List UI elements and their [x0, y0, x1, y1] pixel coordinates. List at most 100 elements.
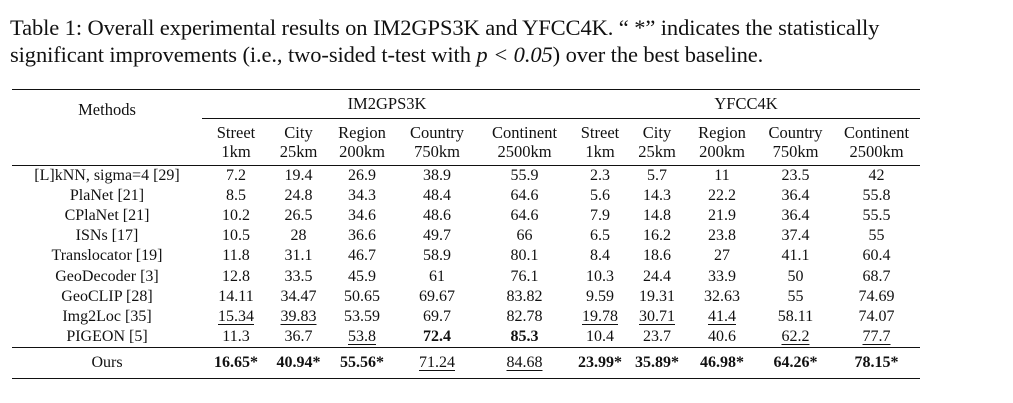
table-row: PlaNet [21] 8.5 24.8 34.3 48.4 64.6 5.6 14.3 22.… — [12, 186, 920, 206]
table-cell: 33.9 — [686, 266, 758, 286]
table-cell: 50.65 — [327, 287, 397, 307]
caption-line-2-start: significant improvements (i.e., two-side… — [10, 42, 477, 67]
cell-value: 9.59 — [586, 287, 614, 305]
column-header: City 25km — [270, 119, 327, 166]
cell-value: 30.71 — [639, 307, 675, 325]
cell-value: 31.1 — [284, 247, 313, 265]
cell-value: 11.3 — [222, 327, 250, 345]
caption-line-1: Table 1: Overall experimental results on… — [10, 15, 880, 40]
cell-value: 2.3 — [590, 167, 610, 185]
table-cell: 50 — [758, 266, 833, 286]
cell-value: 55.9 — [510, 167, 539, 185]
cell-value: 85.3 — [510, 327, 539, 345]
table-cell: 64.6 — [477, 206, 572, 226]
table-row: GeoCLIP [28] 14.11 34.47 50.65 69.67 83.82 9.5… — [12, 287, 920, 307]
cell-value: 40.6 — [708, 327, 736, 345]
cell-value: 19.31 — [639, 287, 675, 305]
table-cell: 34.6 — [327, 206, 397, 226]
cell-value: 76.1 — [510, 267, 539, 285]
cell-value: 36.6 — [348, 227, 376, 245]
cell-value: 68.7 — [862, 267, 891, 285]
cell-value: 26.5 — [284, 207, 313, 225]
cell-value: 38.9 — [423, 167, 451, 185]
column-name: Continent — [843, 123, 910, 142]
table-cell: 46.98* — [686, 346, 758, 379]
table-cell: 72.4 — [397, 327, 477, 348]
cell-value: 33.5 — [284, 267, 313, 285]
method-name: CPlaNet [21] — [64, 207, 150, 225]
cell-value: 64.6 — [510, 207, 539, 225]
table-cell: 10.5 — [202, 226, 270, 246]
table-cell: 11 — [686, 165, 758, 187]
column-header: Continent 2500km — [833, 119, 920, 166]
column-header: City 25km — [628, 119, 686, 166]
cell-value: 60.4 — [862, 247, 891, 265]
table-cell: 74.69 — [833, 287, 920, 307]
cell-value: 40.94* — [276, 353, 321, 371]
table-cell: 76.1 — [477, 266, 572, 286]
cell-value: 23.99* — [578, 353, 622, 371]
column-header: Region 200km — [686, 119, 758, 166]
cell-value: 5.6 — [590, 187, 610, 205]
cell-value: 24.4 — [643, 267, 671, 285]
cell-value: 84.68 — [506, 353, 543, 371]
table-cell: 68.7 — [833, 266, 920, 286]
cell-value: 74.69 — [858, 287, 895, 305]
table-cell: 19.4 — [270, 165, 327, 187]
cell-value: 55.5 — [862, 207, 891, 225]
table-row: PIGEON [5] 11.3 36.7 53.8 72.4 85.3 10.4 23.7 40… — [12, 327, 920, 348]
column-header: Country 750km — [758, 119, 833, 166]
cell-value: 34.6 — [348, 207, 376, 225]
cell-value: 5.7 — [647, 167, 667, 185]
table-cell: 22.2 — [686, 186, 758, 206]
cell-value: 41.1 — [781, 247, 810, 265]
cell-value: 34.47 — [280, 287, 317, 305]
column-unit: 750km — [414, 142, 460, 161]
column-header-row: Street 1km City 25km Region 200km Country 750km… — [12, 119, 920, 166]
table-row: GeoDecoder [3] 12.8 33.5 45.9 61 76.1 10.3 24.4… — [12, 266, 920, 286]
column-unit: 25km — [279, 142, 318, 161]
column-header: Street 1km — [202, 119, 270, 166]
cell-value: 82.78 — [506, 307, 543, 325]
cell-value: 27 — [714, 247, 730, 265]
cell-value: 36.4 — [781, 207, 810, 225]
table-cell: 48.4 — [397, 186, 477, 206]
table-cell: 11.3 — [202, 327, 270, 348]
table-cell: 14.11 — [202, 287, 270, 307]
table-cell: 10.4 — [572, 327, 628, 348]
table-cell: 85.3 — [477, 327, 572, 348]
table-cell: 55.8 — [833, 186, 920, 206]
table-cell: 55 — [758, 287, 833, 307]
cell-value: 33.9 — [708, 267, 736, 285]
cell-value: 14.11 — [218, 287, 254, 305]
caption-line-2-end: ) over the best baseline. — [552, 42, 764, 67]
cell-value: 18.6 — [643, 247, 671, 265]
table-cell: 69.67 — [397, 287, 477, 307]
table-cell: 33.5 — [270, 266, 327, 286]
table-cell: 24.8 — [270, 186, 327, 206]
column-name: Region — [698, 123, 746, 142]
cell-value: 21.9 — [708, 207, 736, 225]
table-cell: 41.1 — [758, 246, 833, 266]
cell-value: 15.34 — [218, 307, 254, 325]
cell-value: 23.8 — [708, 227, 736, 245]
table-cell: 58.9 — [397, 246, 477, 266]
method-name: PIGEON [5] — [66, 327, 148, 345]
table-row: [L]kNN, sigma=4 [29] 7.2 19.4 26.9 38.9 55.9 2… — [12, 165, 920, 187]
ours-row: Ours 16.65* 40.94* 55.56* 71.24 84.68 23.99* 35… — [12, 346, 920, 379]
table-cell: 80.1 — [477, 246, 572, 266]
cell-value: 55.56* — [340, 353, 384, 371]
cell-value: 72.4 — [423, 327, 451, 345]
method-name: GeoCLIP [28] — [61, 287, 153, 305]
table-cell: 83.82 — [477, 287, 572, 307]
table-cell: 32.63 — [686, 287, 758, 307]
column-header: Region 200km — [327, 119, 397, 166]
table-cell: 14.8 — [628, 206, 686, 226]
method-name: ISNs [17] — [75, 227, 139, 245]
methods-header: Methods — [12, 89, 202, 166]
table-row: Translocator [19] 11.8 31.1 46.7 58.9 80.1 8.4… — [12, 246, 920, 266]
table-cell: 35.89* — [628, 346, 686, 379]
table-cell: 26.5 — [270, 206, 327, 226]
table-cell: 16.65* — [202, 346, 270, 379]
table-cell: 23.99* — [572, 346, 628, 379]
